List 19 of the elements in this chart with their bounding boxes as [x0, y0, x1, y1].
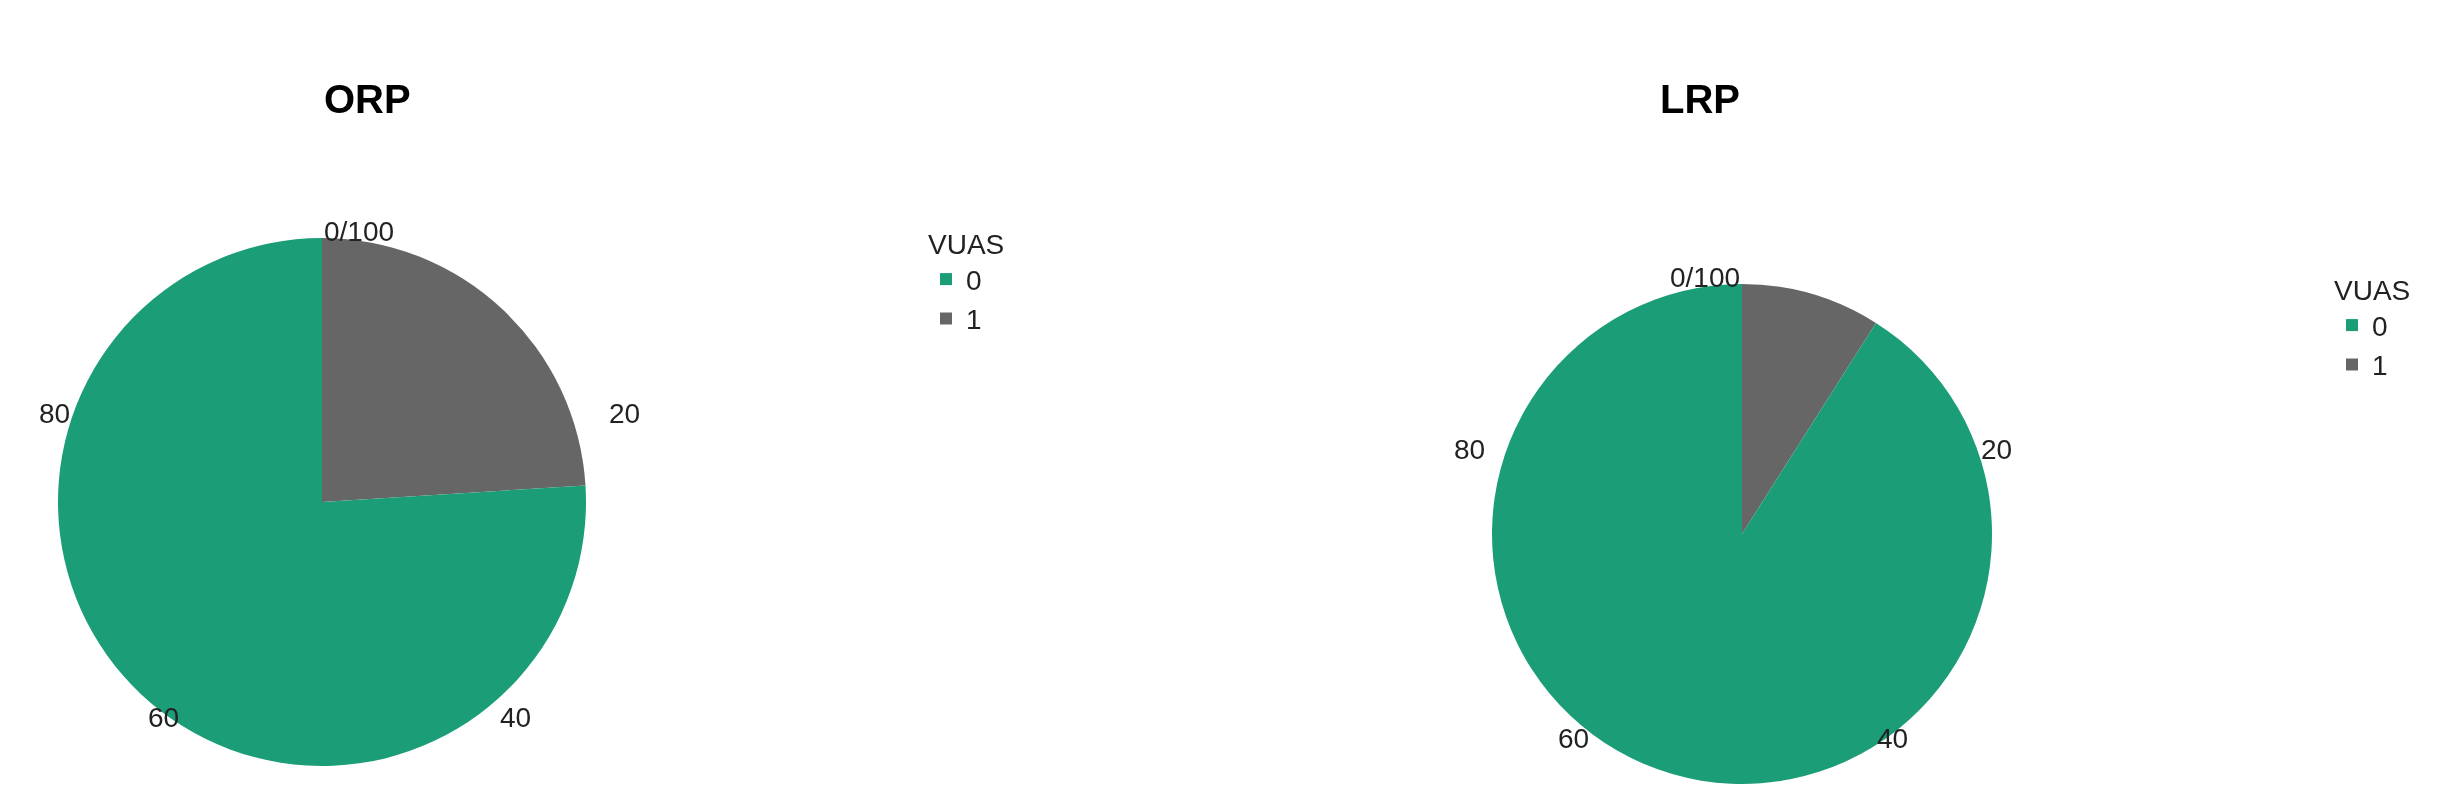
text: 0/100	[324, 216, 395, 247]
legend-label: 0	[2372, 311, 2388, 343]
text: 80	[1454, 434, 1486, 465]
text: 40	[1877, 723, 1909, 754]
chart-title: ORP	[324, 77, 411, 121]
legend-label: 1	[966, 304, 982, 336]
text: 60	[1558, 723, 1590, 754]
text: 80	[39, 398, 71, 429]
text: 40	[500, 702, 532, 733]
legend-label: 1	[2372, 350, 2388, 382]
legend-label: 0	[966, 265, 982, 297]
pie-slice	[1742, 284, 1876, 534]
text: 0/100	[1670, 262, 1741, 293]
text: 20	[609, 398, 641, 429]
text: 60	[148, 702, 180, 733]
legend-title: VUAS	[928, 229, 1005, 261]
legend-title: VUAS	[2334, 275, 2411, 307]
chart-title: LRP	[1660, 77, 1740, 121]
text: 20	[1981, 434, 2013, 465]
